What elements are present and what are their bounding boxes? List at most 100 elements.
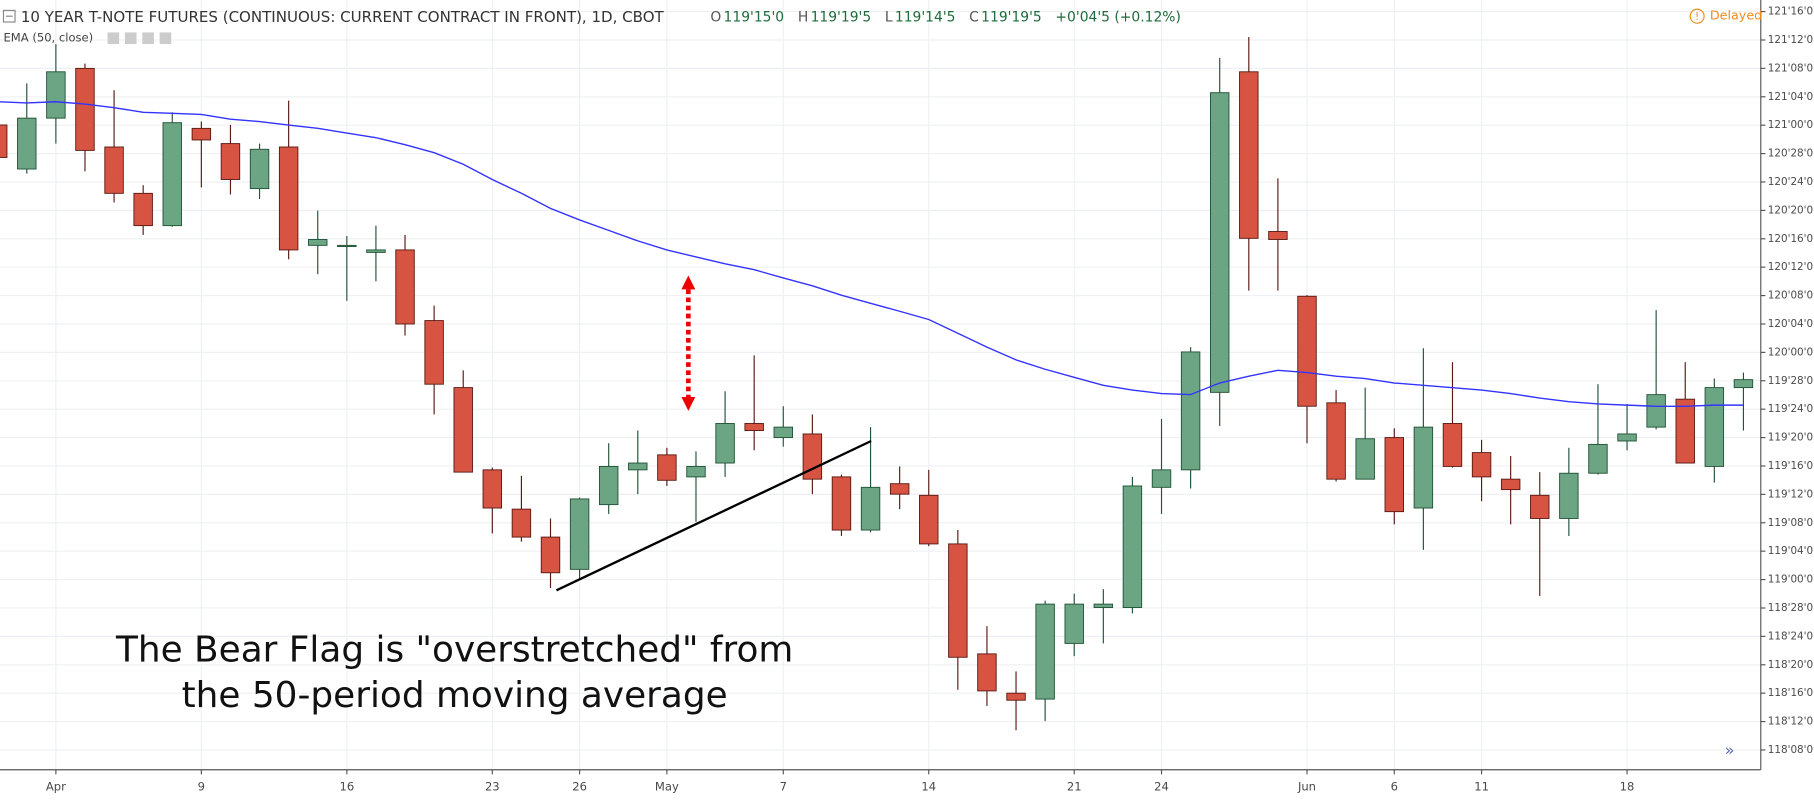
x-tick-label: 14	[921, 780, 936, 794]
y-axis-bg	[1760, 0, 1814, 801]
candle-body	[1471, 452, 1492, 478]
candle-body	[977, 653, 997, 692]
candle-body	[75, 67, 95, 151]
candle-body	[1413, 426, 1434, 509]
candle-body	[860, 486, 881, 531]
scroll-button[interactable]: »	[1725, 741, 1735, 760]
y-tick-label: 120'20'0	[1768, 204, 1813, 216]
y-tick-label: 119'20'0	[1768, 432, 1813, 444]
indicator-buttons[interactable]	[107, 32, 172, 44]
candle-body	[744, 423, 764, 432]
symbol-title: 10 YEAR T-NOTE FUTURES (CONTINUOUS: CURR…	[21, 8, 665, 26]
candle-body	[1209, 92, 1230, 393]
ohlc-label: C	[969, 9, 979, 25]
candle-body	[1559, 472, 1579, 519]
candle-body	[948, 543, 968, 658]
x-tick-label: May	[655, 780, 679, 794]
button[interactable]	[124, 32, 137, 44]
ohlc-label: O	[710, 9, 721, 25]
ohlc: O 119'15'0 H 119'19'5 L 119'14'5 C 119'19'5 …	[710, 9, 1181, 25]
button[interactable]	[142, 32, 154, 44]
x-tick-label: 21	[1067, 780, 1082, 794]
candle-body	[1006, 692, 1026, 701]
y-tick-label: 120'12'0	[1768, 261, 1813, 273]
candle-body	[1297, 295, 1317, 407]
candle-body	[1704, 387, 1725, 467]
annotation: The Bear Flag is "overstretched" from	[115, 630, 793, 671]
candle-body	[453, 387, 473, 473]
candle-body	[0, 124, 8, 158]
candle-body	[46, 71, 66, 119]
y-tick-label: 121'04'0	[1768, 91, 1813, 103]
candle-body	[1530, 494, 1550, 519]
y-tick-label: 120'24'0	[1768, 176, 1813, 188]
candle-body	[1268, 231, 1288, 240]
y-tick-label: 121'16'0	[1768, 6, 1813, 18]
ohlc-value: 119'14'5	[895, 9, 956, 25]
y-tick-label: 119'00'0	[1768, 574, 1813, 586]
candle-body	[395, 249, 415, 325]
delayed-icon	[1689, 8, 1705, 24]
y-tick-label: 121'12'0	[1768, 34, 1813, 46]
y-tick-label: 118'12'0	[1768, 716, 1813, 728]
candle-body	[598, 465, 619, 506]
ohlc-value: 119'19'5	[811, 9, 872, 25]
candle-body	[1355, 438, 1375, 480]
collapse-icon[interactable]	[2, 9, 16, 23]
candle-body	[424, 320, 444, 385]
arrow-heads	[681, 275, 696, 411]
candle-body	[657, 454, 677, 481]
y-tick-label: 118'08'0	[1768, 744, 1813, 756]
y-tick-label: 119'16'0	[1768, 460, 1813, 472]
y-tick-label: 119'24'0	[1768, 403, 1813, 415]
x-tick-label: Apr	[46, 780, 66, 794]
candle-body	[104, 146, 124, 194]
candle-body	[482, 469, 503, 509]
candle-body	[220, 143, 241, 180]
y-tick-label: 118'16'0	[1768, 687, 1813, 699]
candle-body	[308, 239, 328, 246]
y-tick-label: 121'00'0	[1768, 119, 1813, 131]
candle-body	[17, 117, 37, 170]
candle-body	[1035, 603, 1055, 700]
candle-body	[1442, 423, 1463, 467]
candle-body	[889, 483, 910, 495]
y-tick-label: 120'28'0	[1768, 148, 1813, 160]
x-tick-label: 11	[1474, 780, 1489, 794]
candle-body	[569, 498, 590, 570]
candle-body	[1122, 485, 1143, 608]
candle-body	[831, 476, 852, 531]
candle-body	[366, 249, 386, 253]
candle-body	[1646, 394, 1666, 428]
x-tick-label: 9	[198, 780, 205, 794]
trend-line	[555, 439, 872, 592]
candle-body	[1180, 351, 1201, 471]
y-tick-label: 120'16'0	[1768, 233, 1813, 245]
candle-body	[133, 192, 153, 227]
y-tick-label: 120'08'0	[1768, 290, 1813, 302]
y-tick-label: 118'20'0	[1768, 659, 1813, 671]
x-tick-label: 24	[1154, 780, 1169, 794]
candle-body	[773, 426, 793, 439]
x-tick-label: 7	[780, 780, 787, 794]
y-tick-label: 119'12'0	[1768, 488, 1813, 500]
y-tick-label: 118'24'0	[1768, 630, 1813, 642]
button[interactable]	[159, 32, 172, 44]
candle-body	[337, 244, 357, 247]
candle-body	[540, 536, 561, 574]
candle-body	[278, 146, 299, 251]
candle-body	[1675, 398, 1695, 464]
y-tick-label: 119'04'0	[1768, 545, 1813, 557]
ohlc-label: L	[885, 9, 893, 25]
x-tick-label: 6	[1391, 780, 1398, 794]
ema-line	[0, 101, 1744, 407]
delayed-icon: !	[1695, 11, 1699, 23]
candle-body	[628, 462, 648, 471]
x-tick-label: 16	[339, 780, 354, 794]
candle-body	[1384, 437, 1404, 513]
y-tick-label: 120'04'0	[1768, 318, 1813, 330]
candle-body	[1151, 469, 1172, 488]
candle-body	[1500, 478, 1521, 491]
button[interactable]	[107, 32, 120, 44]
